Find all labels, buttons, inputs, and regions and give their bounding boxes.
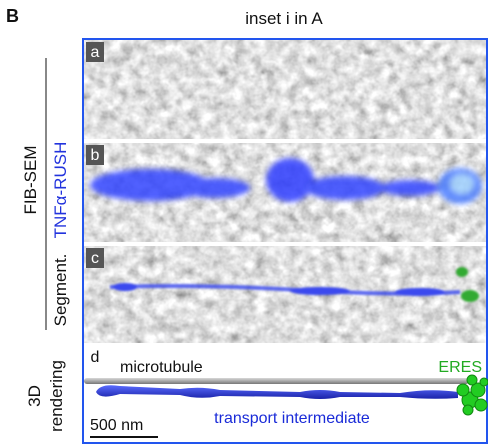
segmentation [109,267,479,302]
panel-letter: d [91,349,100,366]
annotation: transport intermediate [214,410,370,427]
annotation: ERES [438,359,482,376]
row-label: Segment. [51,254,70,327]
row-label: TNFα-RUSH [51,142,70,239]
annotation: microtubule [120,359,203,376]
panel-letter: b [91,147,100,164]
panel-letters: a b c d [86,42,104,366]
fluorescence-overlay [90,158,482,204]
row-label: 3D [25,385,44,407]
transport-intermediate [96,385,458,399]
microtubule [84,378,469,384]
panel-letter: a [91,44,100,61]
row-label: FIB-SEM [21,146,40,215]
em-image [84,40,486,139]
panel-title: inset i in A [245,9,323,28]
row-label: rendering [47,360,66,432]
panel-label: B [6,6,19,26]
scale-bar-label: 500 nm [90,417,143,434]
eres [456,374,488,416]
panel-letter: c [91,250,99,267]
